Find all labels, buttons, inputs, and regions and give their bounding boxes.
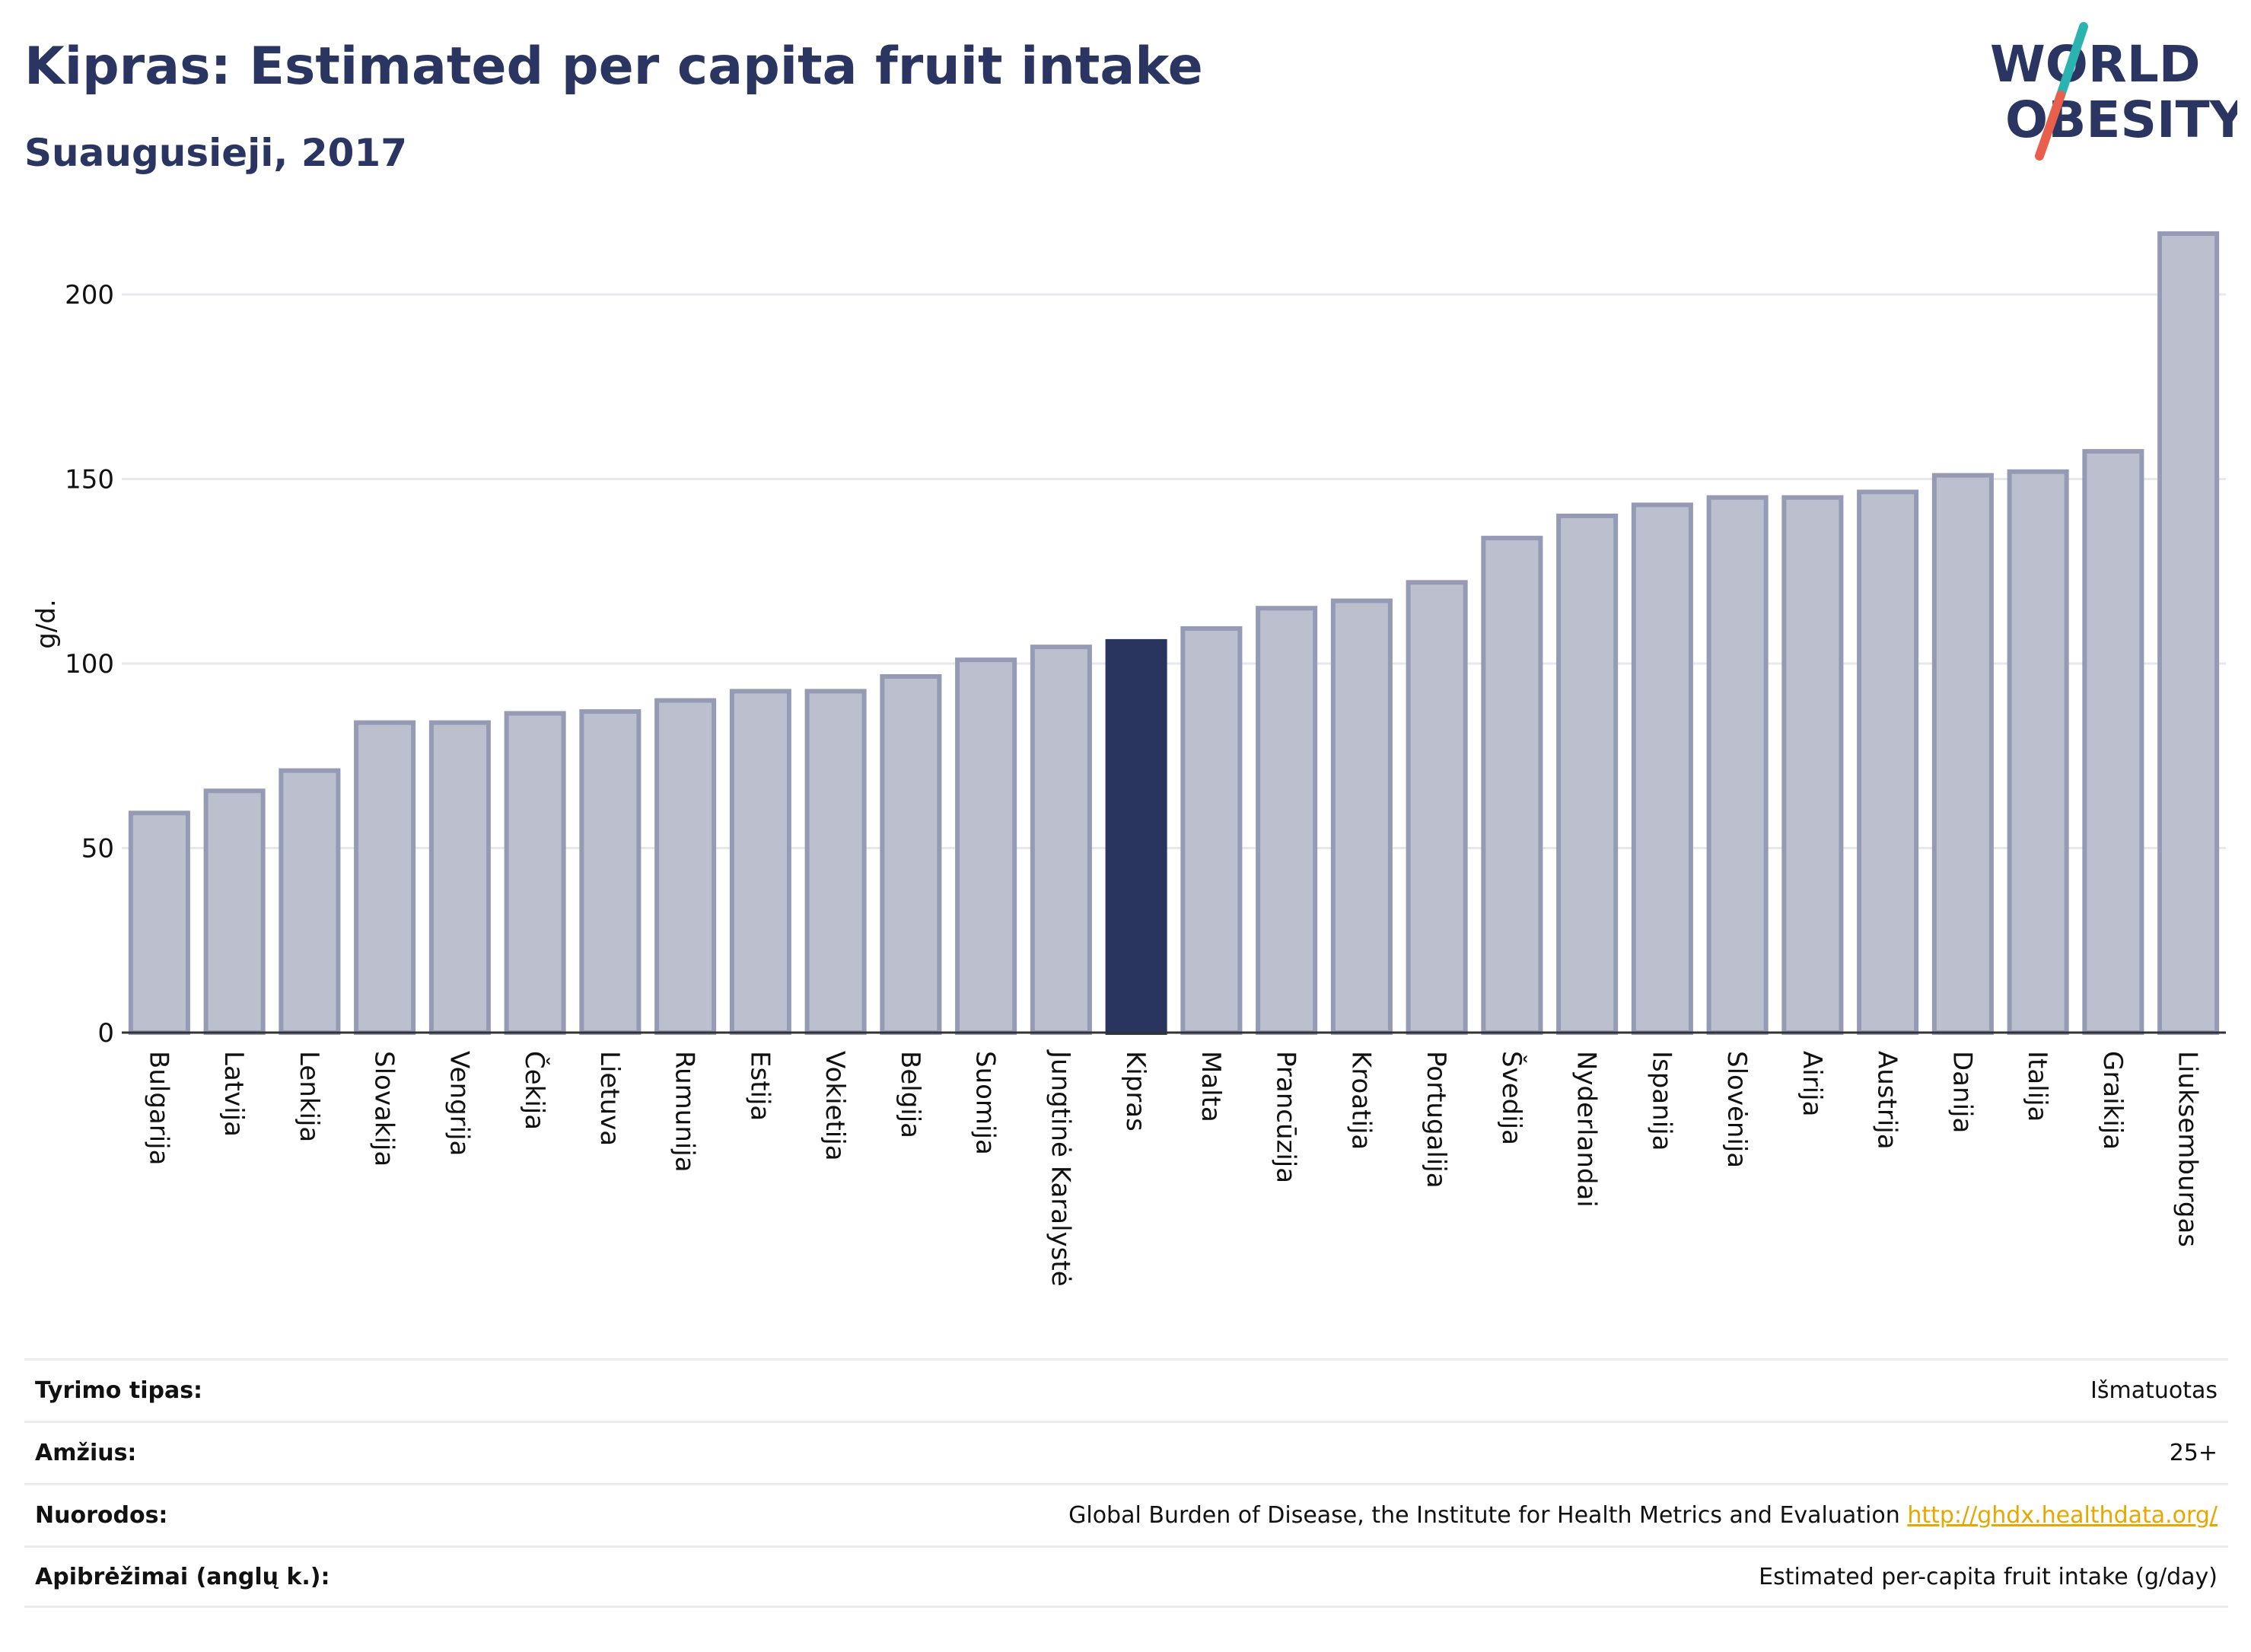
y-tick-label: 150 <box>65 465 114 495</box>
info-table: Tyrimo tipas: Išmatuotas Amžius: 25+ Nuo… <box>24 1358 2228 1608</box>
y-tick-label: 50 <box>81 834 114 864</box>
bar <box>955 657 1017 1036</box>
info-label: Tyrimo tipas: <box>35 1377 203 1404</box>
bar-chart: 0 50 100 150 200 Bulgarija Latvija Lenkija Slov… <box>31 231 2226 1287</box>
x-tick-label: Kipras <box>1120 1051 1151 1132</box>
y-tick-label: 0 <box>97 1018 114 1049</box>
bar <box>804 689 867 1035</box>
label-layer: Bulgarija Latvija Lenkija Slovakija Vengrija… <box>143 1049 2202 1287</box>
x-tick-label: Nyderlandai <box>1571 1051 1602 1208</box>
bar <box>128 810 190 1036</box>
bar <box>1481 536 1543 1035</box>
y-tick-label: 100 <box>65 649 114 680</box>
chart-title: Kipras: Estimated per capita fruit intak… <box>24 37 1203 97</box>
bar-layer <box>128 231 2220 1036</box>
bar <box>203 788 266 1035</box>
bar <box>279 768 341 1036</box>
x-tick-label: Vokietija <box>820 1051 850 1161</box>
x-tick-label: Liuksemburgas <box>2173 1051 2203 1247</box>
bar <box>880 673 942 1035</box>
y-axis-label: g/d. <box>31 599 62 648</box>
chart-subtitle: Suaugusieji, 2017 <box>24 131 407 175</box>
bar <box>1931 473 1994 1035</box>
x-tick-label: Belgija <box>895 1051 925 1138</box>
x-tick-label: Slovakija <box>369 1051 400 1167</box>
bar <box>1631 502 1693 1035</box>
x-tick-label: Italija <box>2022 1051 2052 1122</box>
info-row-study-type: Tyrimo tipas: Išmatuotas <box>24 1358 2228 1421</box>
x-tick-label: Estija <box>744 1051 775 1121</box>
bar <box>428 720 491 1035</box>
bar-highlight <box>1105 638 1167 1035</box>
y-tick-label: 200 <box>65 280 114 310</box>
x-tick-label: Portugalija <box>1421 1051 1451 1189</box>
bar <box>354 720 416 1035</box>
info-label: Apibrėžimai (anglų k.): <box>35 1563 330 1590</box>
info-value: 25+ <box>2169 1440 2218 1466</box>
info-label: Amžius: <box>35 1440 137 1466</box>
x-tick-label: Slovėnija <box>1721 1051 1752 1168</box>
x-tick-label: Lietuva <box>594 1051 625 1146</box>
info-value: Global Burden of Disease, the Institute … <box>1068 1502 2218 1529</box>
x-tick-label: Vengrija <box>444 1051 474 1156</box>
info-value: Estimated per-capita fruit intake (g/day… <box>1759 1563 2218 1590</box>
bar <box>654 698 717 1035</box>
logo-line1: WORLD <box>1990 35 2201 94</box>
bar <box>504 711 566 1035</box>
bar <box>1256 606 1318 1035</box>
x-tick-label: Graikija <box>2097 1051 2128 1150</box>
info-label: Nuorodos: <box>35 1502 168 1529</box>
info-row-definition: Apibrėžimai (anglų k.): Estimated per-ca… <box>24 1545 2228 1608</box>
bar <box>1706 495 1769 1035</box>
axis-layer: 0 50 100 150 200 <box>65 280 2226 1049</box>
x-tick-label: Airija <box>1797 1051 1827 1116</box>
x-tick-label: Latvija <box>218 1051 249 1137</box>
x-tick-label: Prancūzija <box>1271 1051 1301 1183</box>
bar <box>1406 580 1468 1035</box>
bar <box>2157 231 2220 1036</box>
info-row-age: Amžius: 25+ <box>24 1421 2228 1483</box>
bar <box>579 709 642 1035</box>
bar <box>1556 514 1619 1035</box>
info-row-references: Nuorodos: Global Burden of Disease, the … <box>24 1483 2228 1545</box>
x-tick-label: Austrija <box>1872 1051 1902 1150</box>
x-tick-label: Čekija <box>519 1051 550 1130</box>
x-tick-label: Malta <box>1196 1051 1226 1122</box>
x-tick-label: Suomija <box>970 1051 1001 1155</box>
x-tick-label: Lenkija <box>294 1051 324 1142</box>
bar <box>1330 598 1393 1035</box>
x-tick-label: Švedija <box>1496 1051 1527 1145</box>
info-value: Išmatuotas <box>2090 1377 2218 1404</box>
bar <box>729 689 791 1035</box>
logo-slash-red-icon <box>2035 91 2065 161</box>
bar <box>2007 469 2069 1035</box>
bar <box>1180 625 1243 1035</box>
bar <box>1781 495 1844 1035</box>
world-obesity-logo: WORLD OBESITY <box>1990 22 2237 161</box>
reference-text: Global Burden of Disease, the Institute … <box>1068 1502 1900 1529</box>
x-tick-label: Danija <box>1947 1051 1977 1133</box>
logo-slash-teal-icon <box>2056 22 2088 100</box>
x-tick-label: Kroatija <box>1345 1051 1376 1150</box>
bar <box>2082 449 2144 1035</box>
x-tick-label: Ispanija <box>1646 1051 1676 1151</box>
x-tick-label: Jungtinė Karalystė <box>1045 1049 1075 1287</box>
reference-link[interactable]: http://ghdx.healthdata.org/ <box>1907 1502 2218 1529</box>
x-tick-label: Rumunija <box>670 1051 700 1173</box>
bar <box>1857 489 1919 1035</box>
bar <box>1030 645 1092 1035</box>
x-tick-label: Bulgarija <box>143 1051 174 1165</box>
